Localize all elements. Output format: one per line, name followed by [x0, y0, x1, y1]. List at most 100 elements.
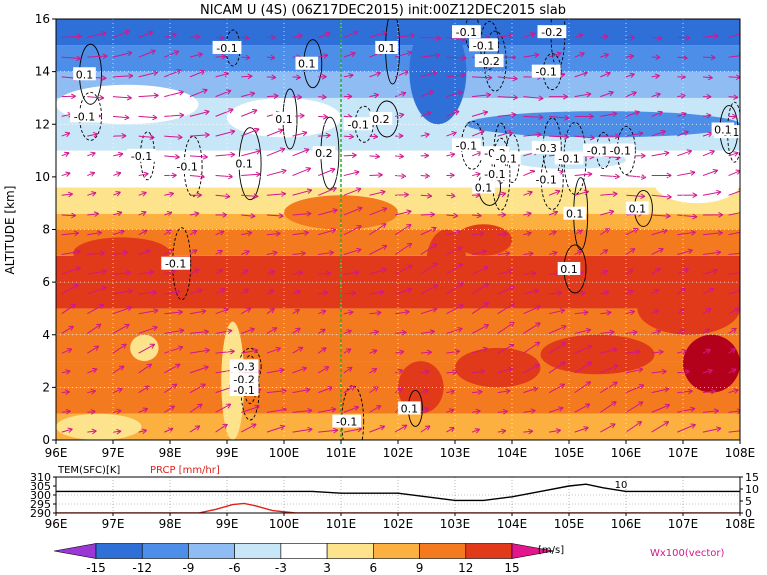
wind-vector: [394, 92, 407, 98]
wind-vector-head: [531, 270, 537, 274]
wind-vector: [292, 367, 307, 374]
wind-vector: [574, 34, 583, 38]
wind-vector-head: [301, 252, 306, 257]
wind-vector-head: [427, 193, 433, 197]
wind-vector: [138, 271, 154, 275]
wind-vector: [420, 262, 438, 275]
wind-vector-head: [355, 171, 360, 176]
wind-vector-head: [93, 368, 98, 374]
wind-vector-head: [177, 345, 184, 348]
wind-vector-head: [455, 229, 461, 232]
wind-vector-head: [202, 383, 206, 389]
wind-vector-head: [219, 250, 223, 255]
wind-vector-head: [245, 54, 251, 59]
wind-vector-head: [451, 131, 457, 133]
wind-vector: [420, 284, 439, 295]
wind-vector-head: [429, 329, 435, 332]
wind-vector-head: [635, 111, 640, 116]
wind-vector-head: [587, 173, 593, 178]
wind-vector-head: [254, 404, 260, 407]
contour-label-box: [472, 180, 495, 194]
wind-vector: [677, 424, 696, 433]
wind-vector-head: [297, 270, 303, 273]
wind-vector: [625, 269, 634, 275]
wind-vector-head: [383, 245, 388, 250]
wind-vector-head: [684, 369, 690, 372]
wind-vector: [292, 167, 311, 177]
wind-vector: [241, 194, 259, 197]
contour-label-box: [272, 111, 296, 125]
wind-vector-head: [614, 176, 620, 180]
wind-vector: [446, 110, 460, 117]
wind-vector-head: [718, 232, 723, 236]
wind-vector-head: [528, 428, 534, 432]
wind-vector: [446, 230, 461, 236]
wind-vector-head: [480, 370, 486, 375]
wind-vector: [625, 310, 635, 315]
wind-vector: [548, 342, 567, 354]
wind-vector: [446, 350, 460, 354]
wind-vector-head: [692, 213, 698, 218]
wind-vector-head: [638, 132, 644, 137]
wind-vector-head: [433, 71, 438, 76]
wind-vector: [164, 155, 180, 158]
wind-vector-head: [322, 290, 329, 293]
wind-vector: [292, 189, 312, 196]
wind-vector: [318, 429, 338, 433]
wind-vector-head: [331, 186, 337, 189]
wind-vector-head: [664, 152, 670, 157]
wind-vector: [215, 423, 228, 433]
wind-vector-head: [685, 34, 691, 39]
wind-vector-head: [255, 149, 261, 152]
wind-vector: [728, 231, 740, 236]
wind-vector-head: [588, 362, 593, 367]
wind-vector-head: [686, 149, 692, 152]
wind-vector: [112, 51, 133, 58]
wind-vector: [677, 249, 693, 255]
wind-vector-head: [127, 288, 133, 292]
wind-vector-head: [580, 290, 586, 294]
wind-vector-head: [450, 195, 456, 199]
wind-vector-head: [562, 325, 567, 331]
wind-vector: [369, 291, 385, 295]
wind-vector-head: [91, 152, 96, 157]
wind-vector: [369, 386, 379, 394]
wind-vector: [189, 70, 206, 78]
wind-vector-head: [458, 91, 463, 96]
wind-vector-head: [458, 246, 463, 252]
wind-vector-head: [511, 302, 515, 308]
surface-x-tick-label: 100E: [269, 517, 300, 531]
wind-vector-head: [279, 424, 285, 427]
wind-vector: [318, 134, 331, 137]
wind-vector-head: [564, 115, 570, 119]
wind-vector-head: [425, 407, 429, 413]
wind-vector: [318, 168, 336, 177]
wind-vector-head: [713, 269, 719, 274]
wind-vector: [343, 31, 359, 38]
wind-vector-head: [281, 390, 287, 394]
wind-vector: [446, 371, 458, 374]
wind-vector-head: [115, 191, 121, 193]
wind-vector-head: [71, 215, 77, 219]
wind-vector: [343, 330, 352, 334]
wind-vector-head: [612, 423, 616, 429]
wind-vector-head: [716, 426, 722, 429]
wind-vector: [138, 291, 157, 295]
colorbar-segment: [95, 543, 143, 559]
wind-vector-head: [733, 388, 739, 391]
wind-vector-head: [247, 232, 253, 237]
wind-vector-head: [101, 268, 107, 272]
wind-vector-head: [323, 347, 327, 353]
wind-vector-head: [708, 369, 713, 375]
wind-vector-head: [178, 89, 184, 93]
wind-vector-head: [199, 69, 206, 72]
wind-vector-head: [227, 403, 232, 409]
wind-vector-head: [614, 133, 620, 137]
contour-label: -0.3: [535, 142, 556, 155]
wind-vector-head: [634, 110, 640, 113]
wind-vector-head: [615, 157, 621, 161]
colorbar: -15 -12 -9 -6 -3 3 6 9 12 15: [53, 543, 555, 575]
wind-vector-head: [66, 172, 71, 177]
contour-label-box: [605, 143, 635, 157]
wind-vector: [625, 111, 640, 117]
